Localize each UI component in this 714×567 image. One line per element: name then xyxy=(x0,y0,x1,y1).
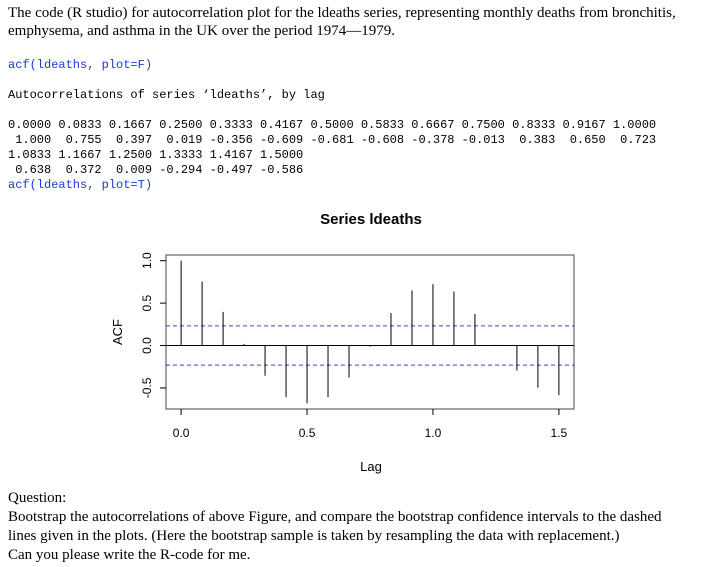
console-output-header: Autocorrelations of series ‘ldeaths’, by… xyxy=(8,88,325,102)
console-command-acf-plot: acf(ldeaths, plot=T) xyxy=(8,178,153,192)
x-axis: 0.0 0.5 1.0 1.5 xyxy=(173,409,568,440)
acf-bars xyxy=(180,260,560,404)
x-tick-label: 1.5 xyxy=(551,426,568,440)
acf-chart: Series ldeaths 0.0 0.5 1.0 1.5 -0.5 0.0 0.5 1.… xyxy=(110,211,575,474)
console-command-acf-print: acf(ldeaths, plot=F) xyxy=(8,58,153,72)
x-tick-label: 0.0 xyxy=(173,426,190,440)
plot-frame xyxy=(165,254,575,410)
x-tick-label: 1.0 xyxy=(425,426,442,440)
chart-title: Series ldeaths xyxy=(320,211,422,228)
question-line-3: Can you please write the R-code for me. xyxy=(8,547,251,563)
intro-line-1: The code (R studio) for autocorrelation … xyxy=(8,5,676,21)
question-line-1: Bootstrap the autocorrelations of above … xyxy=(8,509,662,525)
y-axis-label: ACF xyxy=(110,319,125,345)
question-heading: Question: xyxy=(8,490,67,506)
console-output-acf-row-1: 1.000 0.755 0.397 0.019 -0.356 -0.609 -0… xyxy=(8,133,657,147)
y-tick-label: 0.5 xyxy=(140,294,154,311)
confidence-bands xyxy=(166,325,574,366)
console-output-lags-row-2: 1.0833 1.1667 1.2500 1.3333 1.4167 1.500… xyxy=(8,148,304,162)
intro-line-2: emphysema, and asthma in the UK over the… xyxy=(8,23,395,39)
y-tick-label: -0.5 xyxy=(140,377,154,398)
y-tick-label: 1.0 xyxy=(140,252,154,269)
x-tick-label: 0.5 xyxy=(299,426,316,440)
y-axis: -0.5 0.0 0.5 1.0 xyxy=(140,252,166,398)
console-output-acf-row-2: 0.638 0.372 0.009 -0.294 -0.497 -0.586 xyxy=(8,163,304,177)
y-tick-label: 0.0 xyxy=(140,337,154,354)
console-output-lags-row-1: 0.0000 0.0833 0.1667 0.2500 0.3333 0.416… xyxy=(8,118,657,132)
x-axis-label: Lag xyxy=(360,459,382,474)
question-text: Question: Bootstrap the autocorrelations… xyxy=(8,489,712,565)
intro-text: The code (R studio) for autocorrelation … xyxy=(8,4,708,40)
question-line-2: lines given in the plots. (Here the boot… xyxy=(8,528,620,544)
